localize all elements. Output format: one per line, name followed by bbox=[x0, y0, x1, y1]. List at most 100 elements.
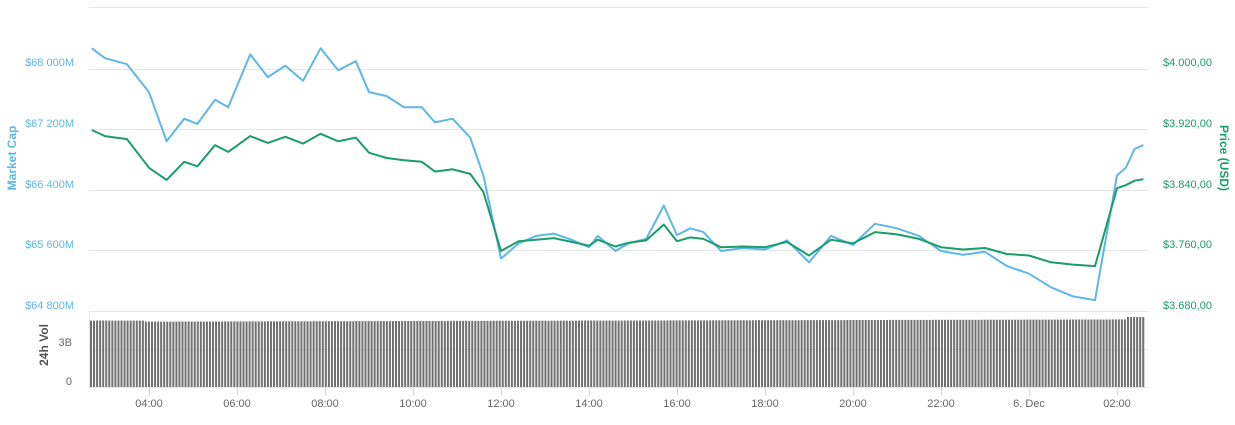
x-axis: 04:00 06:00 08:00 10:00 12:00 14:00 16:00 18:00… bbox=[135, 388, 1131, 410]
volume-bar bbox=[449, 320, 452, 387]
volume-bars bbox=[90, 317, 1145, 387]
volume-bar bbox=[486, 320, 489, 387]
volume-bar bbox=[687, 320, 690, 387]
volume-bar bbox=[657, 320, 660, 387]
volume-bar bbox=[654, 320, 657, 387]
volume-bar bbox=[562, 320, 565, 387]
volume-bar bbox=[248, 321, 251, 387]
volume-bar bbox=[629, 320, 632, 387]
volume-bar bbox=[1090, 319, 1093, 387]
volume-bar bbox=[105, 320, 108, 387]
volume-bar bbox=[578, 320, 580, 387]
volume-bar bbox=[730, 320, 733, 387]
volume-bar bbox=[669, 320, 672, 387]
volume-tick: 3B bbox=[59, 337, 72, 349]
volume-bar bbox=[279, 321, 282, 387]
volume-bar bbox=[904, 319, 907, 387]
volume-bar bbox=[675, 320, 678, 387]
volume-bar bbox=[395, 321, 397, 387]
volume-bar bbox=[931, 319, 934, 387]
volume-bar bbox=[315, 321, 318, 387]
volume-bar bbox=[849, 320, 852, 387]
volume-bar bbox=[99, 320, 102, 387]
volume-bar bbox=[1001, 319, 1004, 387]
volume-bar bbox=[504, 320, 507, 387]
volume-bar bbox=[910, 319, 913, 387]
left-tick: $68 000M bbox=[25, 57, 74, 69]
volume-bar bbox=[245, 321, 248, 387]
volume-bar bbox=[672, 320, 675, 387]
volume-bar bbox=[477, 320, 480, 387]
volume-bar bbox=[199, 321, 202, 387]
volume-bar bbox=[928, 319, 931, 387]
volume-bar bbox=[797, 320, 800, 387]
volume-bar bbox=[154, 321, 157, 387]
volume-bar bbox=[221, 321, 224, 387]
volume-bar bbox=[1005, 319, 1007, 387]
volume-bar bbox=[1133, 317, 1136, 387]
volume-bar bbox=[846, 320, 849, 387]
volume-bar bbox=[1127, 317, 1129, 387]
volume-bar bbox=[269, 321, 272, 387]
volume-bar bbox=[785, 320, 788, 387]
volume-bar bbox=[114, 320, 117, 387]
volume-bar bbox=[794, 320, 797, 387]
volume-bar bbox=[187, 321, 190, 387]
volume-bar bbox=[1078, 319, 1081, 387]
volume-bar bbox=[1136, 317, 1139, 387]
volume-bar bbox=[224, 321, 227, 387]
volume-bar bbox=[635, 320, 638, 387]
volume-bar bbox=[379, 321, 382, 387]
volume-bar bbox=[776, 320, 779, 387]
left-axis-ticks: $68 000M $67 200M $66 400M $65 600M $64 … bbox=[25, 57, 74, 312]
volume-bar bbox=[855, 320, 858, 387]
volume-bar bbox=[1142, 317, 1145, 387]
volume-bar bbox=[678, 320, 681, 387]
volume-bar bbox=[1062, 319, 1065, 387]
volume-bar bbox=[440, 321, 443, 387]
volume-bar bbox=[825, 320, 828, 387]
volume-bar bbox=[233, 321, 236, 387]
volume-bar bbox=[1102, 319, 1105, 387]
volume-bar bbox=[282, 321, 285, 387]
volume-bar bbox=[803, 320, 806, 387]
volume-bar bbox=[709, 320, 712, 387]
volume-bar bbox=[565, 320, 568, 387]
volume-bar bbox=[1120, 319, 1123, 387]
right-tick: $4.000,00 bbox=[1163, 57, 1212, 69]
volume-bar bbox=[324, 321, 327, 387]
volume-bar bbox=[1050, 319, 1053, 387]
volume-bar bbox=[913, 319, 916, 387]
volume-bar bbox=[1035, 319, 1038, 387]
volume-bar bbox=[401, 321, 404, 387]
right-tick: $3.920,00 bbox=[1163, 118, 1212, 130]
volume-bar bbox=[861, 320, 864, 387]
volume-bar bbox=[1038, 319, 1041, 387]
volume-bar bbox=[684, 320, 687, 387]
volume-bar bbox=[693, 320, 696, 387]
volume-bar bbox=[544, 320, 547, 387]
volume-bar bbox=[129, 320, 132, 387]
volume-bar bbox=[550, 320, 553, 387]
volume-bar bbox=[815, 320, 818, 387]
volume-bar bbox=[230, 321, 233, 387]
volume-bar bbox=[922, 319, 925, 387]
volume-bar bbox=[788, 320, 791, 387]
volume-bar bbox=[254, 321, 257, 387]
volume-bar bbox=[574, 320, 577, 387]
volume-bar bbox=[553, 320, 556, 387]
volume-bar bbox=[745, 320, 748, 387]
volume-bar bbox=[385, 321, 388, 387]
volume-bar bbox=[1087, 319, 1090, 387]
volume-bar bbox=[1099, 319, 1102, 387]
volume-bar bbox=[822, 320, 824, 387]
volume-bar bbox=[858, 320, 861, 387]
volume-bar bbox=[495, 320, 498, 387]
volume-bar bbox=[632, 320, 635, 387]
x-tick-label: 12:00 bbox=[487, 398, 515, 410]
volume-bar bbox=[925, 319, 928, 387]
volume-bar bbox=[541, 320, 544, 387]
volume-bar bbox=[169, 321, 172, 387]
volume-bar bbox=[959, 319, 962, 387]
volume-bar bbox=[428, 321, 431, 387]
